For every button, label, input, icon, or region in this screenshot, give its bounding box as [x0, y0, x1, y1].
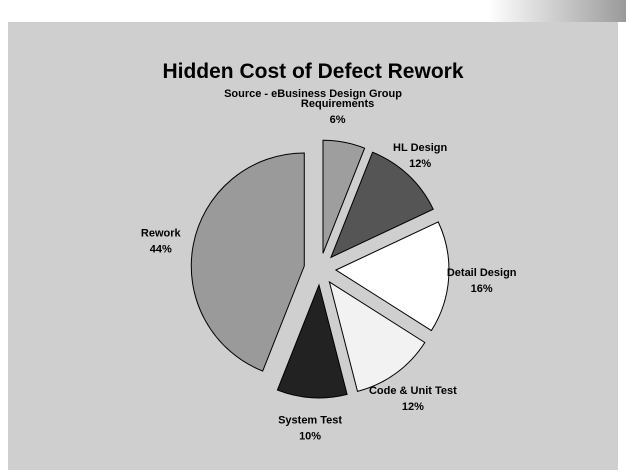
- slice-label: HL Design: [393, 142, 447, 154]
- slice-label: Requirements: [301, 98, 374, 110]
- pie-slice-system-test: [276, 283, 348, 399]
- pie-slice-rework: [190, 152, 305, 372]
- pie-slice-requirements: [322, 139, 366, 254]
- slice-value-label: 16%: [471, 283, 493, 295]
- slice-label: Rework: [141, 227, 182, 239]
- pie-slice-detail-design: [334, 221, 450, 332]
- slice-label: System Test: [278, 415, 342, 427]
- pie-slice-code-unit-test: [328, 280, 426, 393]
- slide-top-band: [0, 0, 626, 22]
- slice-label: Code & Unit Test: [369, 385, 457, 397]
- pie-slice-hl-design: [330, 151, 434, 259]
- slice-value-label: 12%: [409, 158, 431, 170]
- slice-value-label: 10%: [299, 431, 321, 443]
- slice-value-label: 44%: [150, 243, 172, 255]
- slice-label: Detail Design: [447, 267, 517, 279]
- slice-value-label: 6%: [330, 114, 346, 126]
- chart-title: Hidden Cost of Defect Rework: [162, 60, 464, 83]
- chart-subtitle: Source - eBusiness Design Group: [224, 88, 402, 100]
- slice-value-label: 12%: [402, 401, 424, 413]
